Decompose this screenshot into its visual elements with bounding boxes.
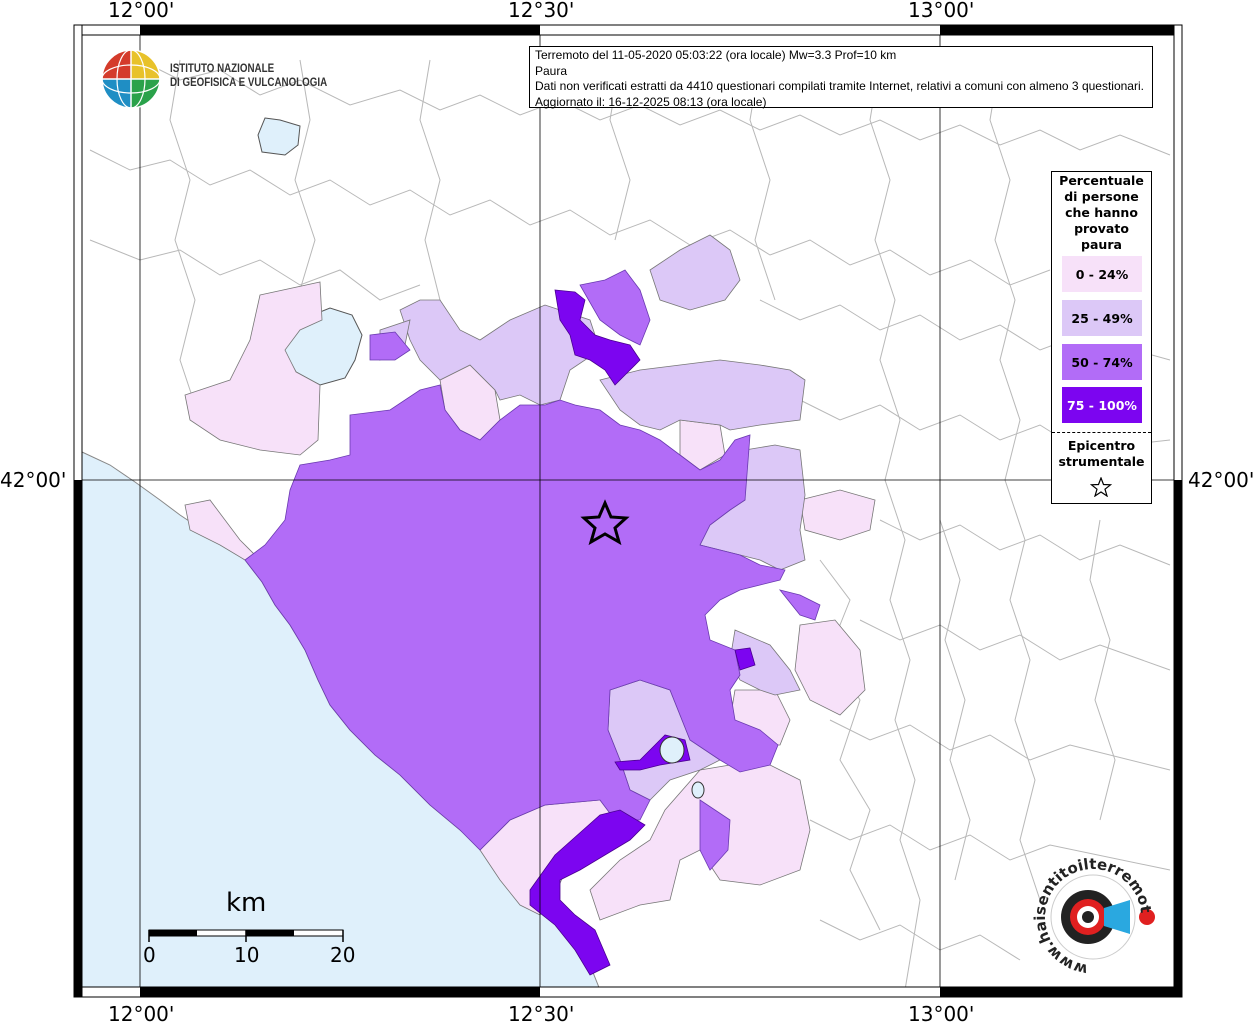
scale-tick-label: 0: [143, 943, 156, 967]
legend-title-line: che hanno: [1065, 205, 1138, 220]
legend-class-0-24: 0 - 24%: [1062, 256, 1142, 292]
ingv-logo-icon: [101, 49, 161, 109]
top-tick-label: 12°00': [108, 0, 175, 22]
ingv-logo-line: ISTITUTO NAZIONALE: [170, 63, 275, 75]
watermark-loudspeaker-target-icon: [1050, 874, 1155, 960]
legend-title-line: provato: [1074, 221, 1129, 236]
watermark: www.haisentitoilterremoto.it: [1028, 852, 1155, 979]
bottom-tick-label: 13°00': [908, 1002, 975, 1026]
small-lakes: [659, 736, 705, 799]
bottom-tick-label: 12°30': [508, 1002, 575, 1026]
scale-tick-label: 20: [330, 943, 356, 967]
legend-title-line: Percentuale: [1059, 173, 1144, 188]
event-title: Terremoto del 11-05-2020 05:03:22 (ora l…: [535, 48, 897, 62]
data-note: Dati non verificati estratti da 4410 que…: [535, 79, 1144, 93]
ingv-logo-line: DI GEOFISICA E VULCANOLOGIA: [170, 77, 328, 89]
top-tick-label: 12°30': [508, 0, 575, 22]
class-25-49: [379, 234, 806, 801]
legend: Percentuale di persone che hanno provato…: [1051, 171, 1152, 504]
legend-divider: [1052, 432, 1151, 433]
legend-epicenter-line: Epicentro: [1067, 438, 1136, 453]
class-50-74: [244, 269, 821, 871]
updated-timestamp: Aggiornato il: 16-12-2025 08:13 (ora loc…: [535, 94, 767, 109]
legend-epicenter-line: strumentale: [1058, 454, 1145, 469]
map-type: Paura: [535, 63, 568, 78]
municipal-borders: [89, 59, 1171, 991]
ingv-logo-text: ISTITUTO NAZIONALE DI GEOFISICA E VULCAN…: [170, 62, 327, 90]
left-tick-label: 42°00': [0, 468, 67, 492]
legend-title-line: paura: [1081, 237, 1122, 252]
top-tick-label: 13°00': [908, 0, 975, 22]
watermark-text: www.haisentitoilterremoto.it: [1028, 852, 1155, 979]
legend-class-50-74: 50 - 74%: [1062, 344, 1142, 380]
lake-north: [257, 117, 301, 156]
legend-title: Percentuale di persone che hanno provato…: [1052, 173, 1151, 253]
bottom-tick-label: 12°00': [108, 1002, 175, 1026]
legend-class-25-49: 25 - 49%: [1062, 300, 1142, 336]
legend-class-75-100: 75 - 100%: [1062, 387, 1142, 423]
graticule: [74, 25, 1182, 997]
star-icon: [1090, 477, 1112, 497]
scale-tick-label: 10: [234, 943, 260, 967]
event-info-box: Terremoto del 11-05-2020 05:03:22 (ora l…: [529, 46, 1153, 109]
right-tick-label: 42°00': [1188, 468, 1254, 492]
legend-epicenter-label: Epicentro strumentale: [1052, 438, 1151, 470]
frame-bars: [73, 24, 1183, 998]
legend-title-line: di persone: [1064, 189, 1139, 204]
scale-unit: km: [226, 888, 267, 918]
epicenter-star-icon: [580, 499, 630, 546]
scale-bar: [148, 929, 344, 942]
